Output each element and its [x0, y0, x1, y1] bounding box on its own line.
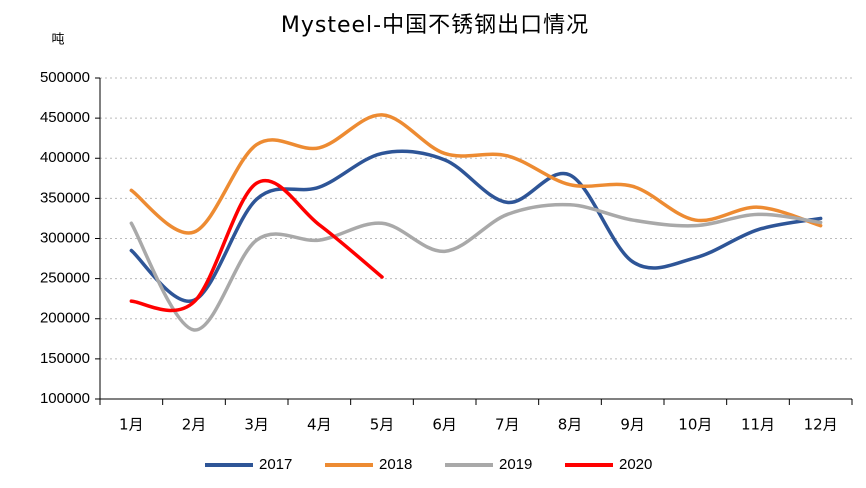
series-line — [129, 113, 823, 235]
chart-title: Mysteel-中国不锈钢出口情况 — [281, 13, 589, 38]
y-tick-label: 100000 — [40, 390, 90, 407]
legend-label: 2019 — [499, 456, 532, 473]
y-tick-label: 300000 — [40, 229, 90, 246]
x-tick-label: 6月 — [432, 416, 457, 434]
x-tick-label: 10月 — [678, 416, 712, 434]
x-tick-label: 1月 — [119, 416, 144, 434]
x-tick-label: 7月 — [495, 416, 520, 434]
legend-label: 2020 — [619, 456, 652, 473]
x-tick-label: 4月 — [307, 416, 332, 434]
x-tick-label: 5月 — [370, 416, 395, 434]
y-tick-label: 450000 — [40, 109, 90, 126]
series-line — [129, 179, 384, 313]
y-tick-label: 350000 — [40, 189, 90, 206]
x-tick-label: 12月 — [804, 416, 838, 434]
y-unit: 吨 — [51, 33, 64, 48]
x-tick-label: 9月 — [620, 416, 645, 434]
x-tick-label: 2月 — [182, 416, 207, 434]
legend-label: 2018 — [379, 456, 412, 473]
series-line — [129, 149, 823, 303]
x-tick-label: 8月 — [558, 416, 583, 434]
x-tick-label: 11月 — [741, 416, 775, 434]
y-tick-label: 150000 — [40, 350, 90, 367]
legend-label: 2017 — [259, 456, 292, 473]
y-tick-label: 500000 — [40, 69, 90, 86]
series-line — [129, 202, 823, 332]
y-tick-label: 250000 — [40, 270, 90, 287]
y-tick-label: 400000 — [40, 149, 90, 166]
x-tick-label: 3月 — [244, 416, 269, 434]
y-tick-label: 200000 — [40, 310, 90, 327]
